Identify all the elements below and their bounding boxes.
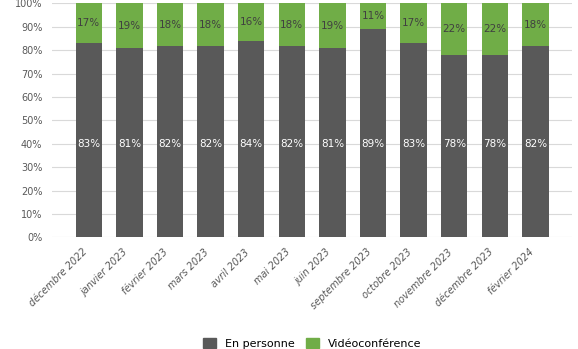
Text: 18%: 18%: [280, 20, 303, 30]
Legend: En personne, Vidéoconférence: En personne, Vidéoconférence: [198, 334, 426, 349]
Bar: [360, 3, 386, 29]
Text: 82%: 82%: [524, 139, 547, 149]
Text: 78%: 78%: [443, 139, 466, 149]
Bar: [441, 55, 468, 237]
Text: 18%: 18%: [158, 20, 181, 30]
Text: 19%: 19%: [321, 21, 344, 31]
Text: 82%: 82%: [199, 139, 222, 149]
Bar: [76, 43, 102, 237]
Text: 17%: 17%: [77, 18, 101, 28]
Text: 82%: 82%: [280, 139, 303, 149]
Bar: [319, 3, 346, 48]
Bar: [198, 3, 224, 46]
Text: 22%: 22%: [443, 24, 466, 34]
Bar: [116, 48, 143, 237]
Bar: [238, 3, 264, 41]
Text: 81%: 81%: [118, 139, 141, 149]
Text: 83%: 83%: [77, 139, 101, 149]
Text: 82%: 82%: [158, 139, 181, 149]
Bar: [238, 41, 264, 237]
Bar: [401, 3, 427, 43]
Text: 16%: 16%: [240, 17, 263, 27]
Bar: [76, 3, 102, 43]
Text: 83%: 83%: [402, 139, 425, 149]
Text: 11%: 11%: [361, 12, 384, 21]
Bar: [401, 43, 427, 237]
Bar: [481, 55, 508, 237]
Text: 22%: 22%: [483, 24, 506, 34]
Bar: [522, 3, 549, 46]
Text: 18%: 18%: [199, 20, 222, 30]
Bar: [441, 3, 468, 55]
Text: 78%: 78%: [483, 139, 506, 149]
Bar: [198, 46, 224, 237]
Bar: [279, 3, 305, 46]
Text: 89%: 89%: [361, 139, 384, 149]
Text: 19%: 19%: [118, 21, 141, 31]
Bar: [481, 3, 508, 55]
Bar: [157, 46, 183, 237]
Bar: [522, 46, 549, 237]
Text: 17%: 17%: [402, 18, 425, 28]
Bar: [360, 29, 386, 237]
Bar: [116, 3, 143, 48]
Text: 84%: 84%: [240, 139, 263, 149]
Text: 18%: 18%: [524, 20, 547, 30]
Bar: [319, 48, 346, 237]
Text: 81%: 81%: [321, 139, 344, 149]
Bar: [157, 3, 183, 46]
Bar: [279, 46, 305, 237]
